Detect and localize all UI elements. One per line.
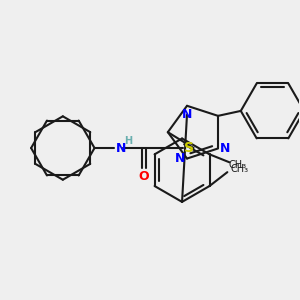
Text: CH₃: CH₃ [228,160,247,170]
Text: O: O [139,170,149,183]
Text: H: H [124,136,132,146]
Text: N: N [220,142,230,155]
Text: S: S [184,141,194,155]
Text: N: N [116,142,127,154]
Text: N: N [182,108,192,121]
Text: CH₃: CH₃ [230,164,248,174]
Text: N: N [175,152,185,165]
